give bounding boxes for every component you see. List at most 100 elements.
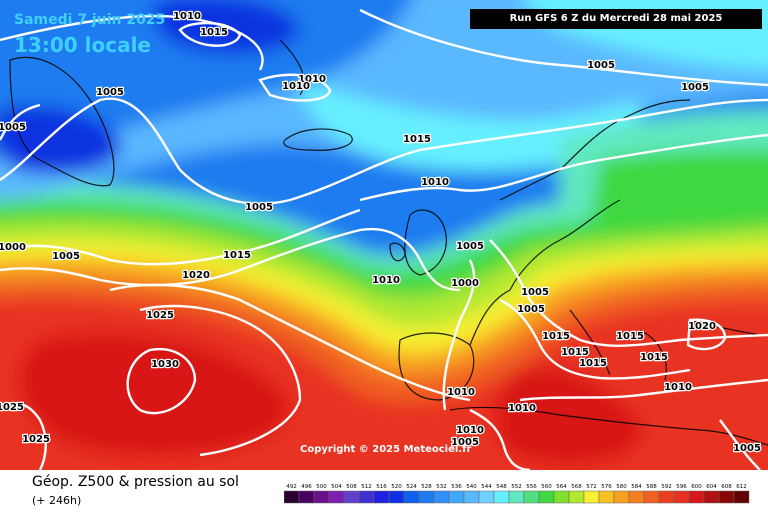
isobar-label: 1010 xyxy=(372,275,400,286)
isobar-label: 1000 xyxy=(0,242,26,253)
scale-swatch xyxy=(583,490,600,504)
isobar-label: 1015 xyxy=(579,358,607,369)
map-title: Géop. Z500 & pression au sol xyxy=(32,474,239,490)
isobar-label: 1005 xyxy=(245,202,273,213)
isobar-label: 1020 xyxy=(688,321,716,332)
isobar-label: 1015 xyxy=(200,27,228,38)
forecast-lead-time: (+ 246h) xyxy=(32,494,82,507)
isobar-label: 1005 xyxy=(521,287,549,298)
isobar-label: 1000 xyxy=(451,278,479,289)
scale-label: 592 xyxy=(661,484,672,490)
scale-swatch xyxy=(673,490,690,504)
scale-label: 548 xyxy=(496,484,507,490)
scale-label: 500 xyxy=(316,484,327,490)
isobar-label: 1010 xyxy=(456,425,484,436)
scale-swatch xyxy=(553,490,570,504)
scale-swatch xyxy=(328,490,345,504)
isobar-label: 1015 xyxy=(403,134,431,145)
scale-swatch xyxy=(373,490,390,504)
scale-label: 528 xyxy=(421,484,432,490)
isobar-label: 1005 xyxy=(451,437,479,448)
scale-swatch xyxy=(403,490,420,504)
scale-swatch xyxy=(313,490,330,504)
scale-swatch xyxy=(343,490,360,504)
isobar-label: 1015 xyxy=(561,347,589,358)
isobar-label: 1010 xyxy=(447,387,475,398)
isobar-label: 1005 xyxy=(681,82,709,93)
scale-swatch xyxy=(643,490,660,504)
scale-swatch xyxy=(598,490,615,504)
isobar-label: 1010 xyxy=(282,81,310,92)
scale-swatch xyxy=(463,490,480,504)
scale-swatch xyxy=(418,490,435,504)
model-run-label: Run GFS 6 Z du Mercredi 28 mai 2025 xyxy=(470,9,762,29)
scale-label: 556 xyxy=(526,484,537,490)
scale-label: 524 xyxy=(406,484,417,490)
map-footer: Géop. Z500 & pression au sol (+ 246h) 49… xyxy=(0,470,768,512)
scale-label: 560 xyxy=(541,484,552,490)
isobar-label: 1010 xyxy=(173,11,201,22)
scale-swatch xyxy=(628,490,645,504)
scale-label: 552 xyxy=(511,484,522,490)
scale-label: 492 xyxy=(286,484,297,490)
scale-label: 580 xyxy=(616,484,627,490)
scale-swatch xyxy=(523,490,540,504)
isobar-label: 1010 xyxy=(421,177,449,188)
copyright-text: Copyright © 2025 Meteociel.fr xyxy=(300,444,472,455)
scale-label: 564 xyxy=(556,484,567,490)
scale-label: 612 xyxy=(736,484,747,490)
isobar-label: 1030 xyxy=(151,359,179,370)
isobar-label: 1020 xyxy=(182,270,210,281)
scale-swatch xyxy=(568,490,585,504)
scale-swatch xyxy=(538,490,555,504)
scale-label: 532 xyxy=(436,484,447,490)
scale-label: 600 xyxy=(691,484,702,490)
scale-swatch xyxy=(298,490,315,504)
scale-label: 608 xyxy=(721,484,732,490)
scale-label: 504 xyxy=(331,484,342,490)
scale-swatch xyxy=(658,490,675,504)
scale-label: 576 xyxy=(601,484,612,490)
isobar-label: 1010 xyxy=(664,382,692,393)
isobar-label: 1005 xyxy=(733,443,761,454)
scale-label: 540 xyxy=(466,484,477,490)
isobar-label: 1005 xyxy=(0,122,26,133)
isobar-label: 1025 xyxy=(0,402,24,413)
scale-label: 572 xyxy=(586,484,597,490)
scale-swatch xyxy=(448,490,465,504)
isobar-label: 1015 xyxy=(640,352,668,363)
scale-label: 508 xyxy=(346,484,357,490)
scale-swatch xyxy=(508,490,525,504)
isobar-label: 1005 xyxy=(517,304,545,315)
scale-label: 544 xyxy=(481,484,492,490)
isobar-label: 1010 xyxy=(508,403,536,414)
scale-label: 536 xyxy=(451,484,462,490)
scale-swatch xyxy=(733,490,750,504)
scale-label: 596 xyxy=(676,484,687,490)
scale-label: 568 xyxy=(571,484,582,490)
isobar-label: 1025 xyxy=(146,310,174,321)
color-scale-legend: 492 496 500 504 508 512 516 520 524 528 532 536 540 5… xyxy=(284,484,750,504)
scale-swatch xyxy=(613,490,630,504)
geopotential-fill xyxy=(0,0,768,470)
scale-swatch xyxy=(703,490,720,504)
isobar-label: 1005 xyxy=(456,241,484,252)
isobar-label: 1015 xyxy=(616,331,644,342)
isobar-label: 1005 xyxy=(96,87,124,98)
scale-label: 516 xyxy=(376,484,387,490)
isobar-label: 1015 xyxy=(223,250,251,261)
scale-label: 496 xyxy=(301,484,312,490)
isobar-label: 1005 xyxy=(52,251,80,262)
scale-swatch xyxy=(388,490,405,504)
scale-label: 604 xyxy=(706,484,717,490)
scale-label: 584 xyxy=(631,484,642,490)
scale-label: 512 xyxy=(361,484,372,490)
isobar-lines xyxy=(0,8,768,470)
scale-swatch xyxy=(433,490,450,504)
scale-label: 520 xyxy=(391,484,402,490)
forecast-date: Samedi 7 juin 2025 xyxy=(14,12,166,28)
scale-swatch xyxy=(478,490,495,504)
